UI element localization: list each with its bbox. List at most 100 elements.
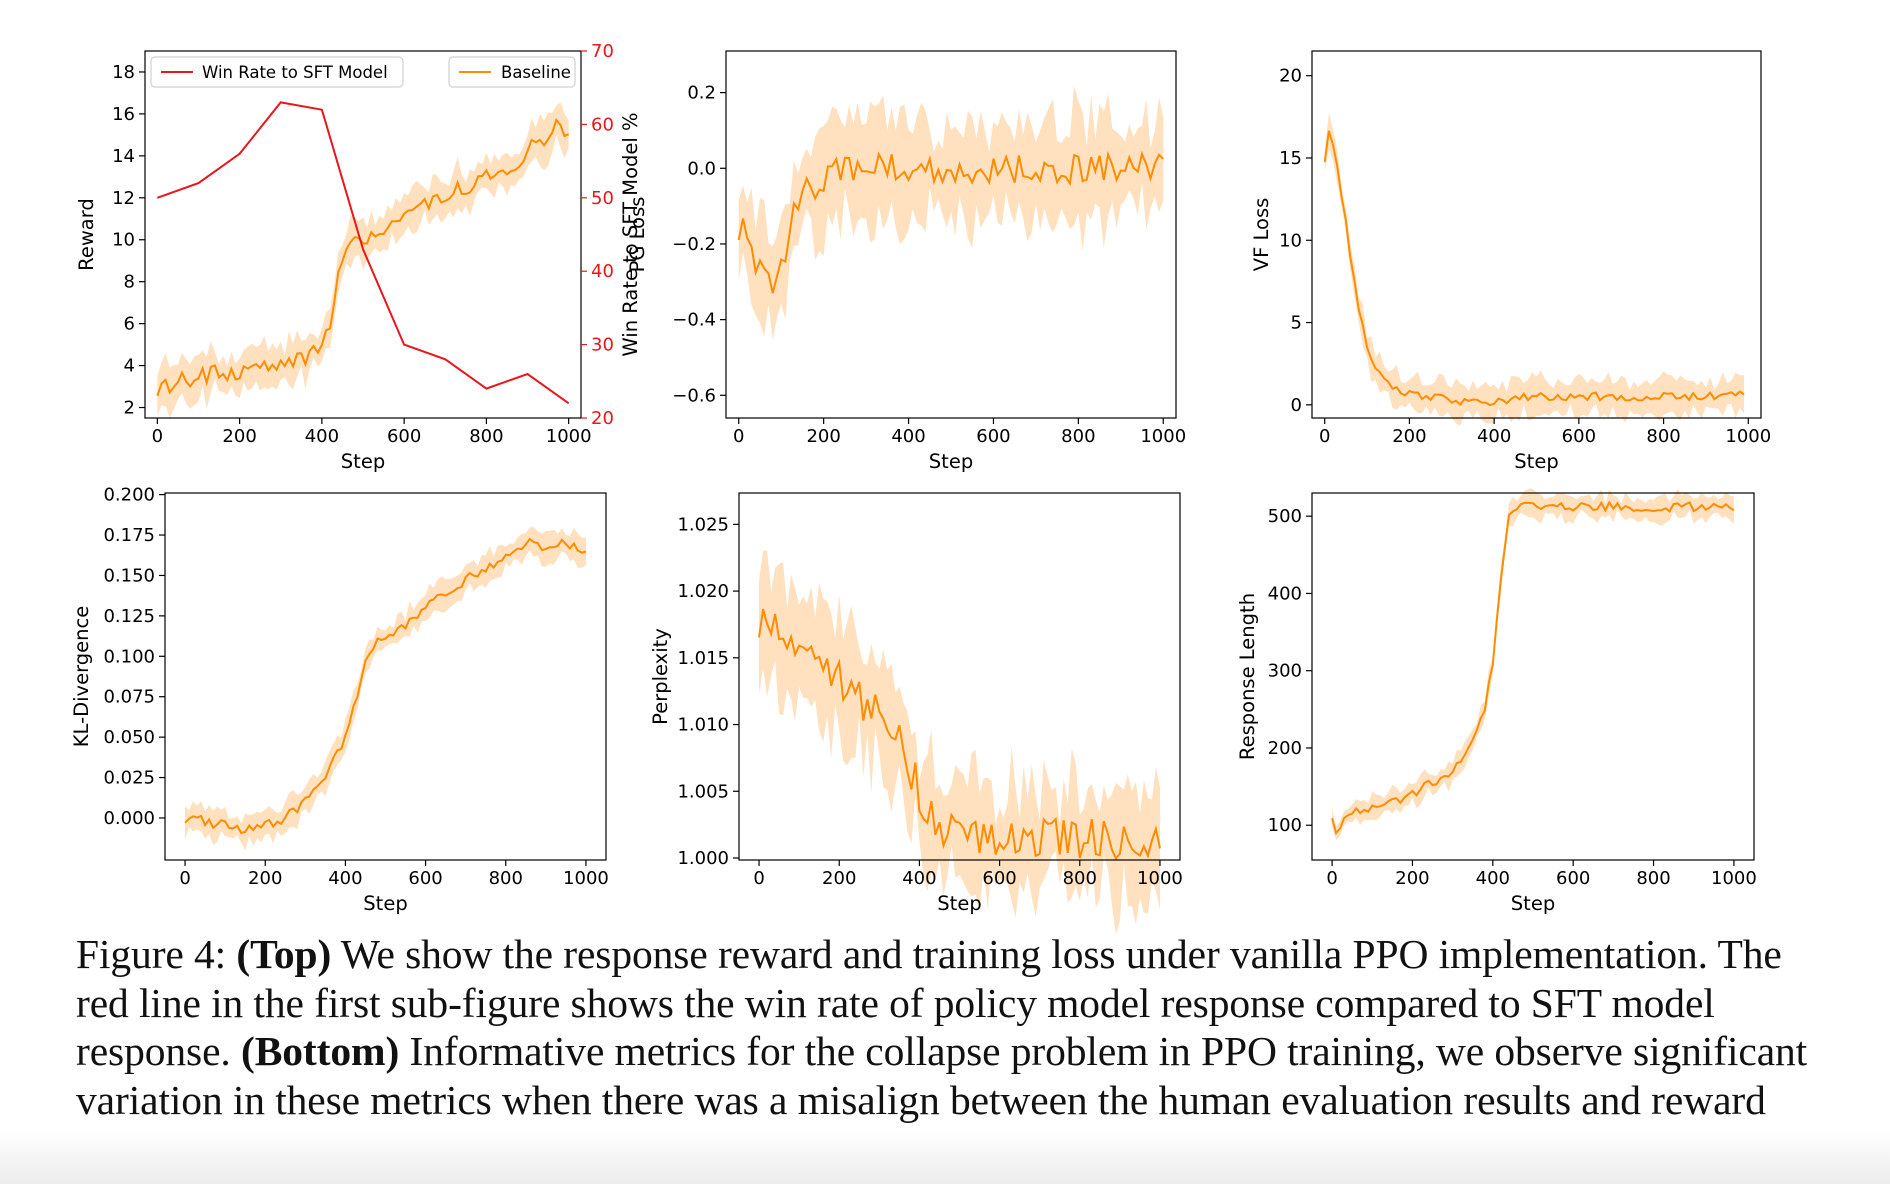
line-win-rate (156, 101, 570, 405)
chart-kl-divergence: 0 200 400 600 800 1000 0.000 0.025 0.050 0.075 0.1… (70, 485, 609, 915)
y-tick-label: 1.020 (677, 581, 729, 602)
x-tick-label: 200 (1392, 426, 1426, 447)
y-tick-label: 5 (1291, 313, 1302, 334)
x-tick-label: 0 (733, 426, 744, 447)
x-axis-label: Step (1511, 892, 1555, 915)
caption-label: Figure 4: (76, 931, 227, 977)
x-tick-label: 0 (753, 868, 764, 889)
chart-response-length: 0 200 400 600 800 1000 100 200 300 400 500 Step Resp… (1236, 488, 1757, 915)
band-baseline (157, 101, 569, 418)
line-baseline (737, 150, 1164, 294)
bottom-fade (0, 1130, 1890, 1184)
y-tick-label: 12 (112, 188, 135, 209)
band-baseline (759, 550, 1160, 935)
x-tick-label: 600 (1562, 426, 1596, 447)
x-tick-label: 800 (1061, 426, 1095, 447)
x-tick-label: 600 (976, 426, 1010, 447)
y-tick-label: 10 (112, 230, 135, 251)
x-tick-label: 600 (408, 868, 442, 889)
y-tick-label: 0.125 (103, 606, 155, 627)
y-tick-label: 0.0 (687, 158, 716, 179)
plot-frame (1311, 492, 1755, 861)
y-tick-label: 6 (124, 314, 135, 335)
x-tick-label: 1000 (1725, 426, 1771, 447)
x-tick-label: 600 (387, 426, 421, 447)
y2-tick-label: 70 (591, 41, 614, 62)
y-tick-label: 0.075 (103, 687, 155, 708)
line-baseline (1323, 130, 1745, 407)
chart-pg-loss: 0 200 400 600 800 1000 −0.6 −0.4 −0.2 0.0 0.2 Step P… (626, 50, 1186, 473)
x-tick-label: 200 (222, 426, 256, 447)
x-tick-label: 600 (1556, 868, 1590, 889)
y-tick-label: 0.100 (103, 646, 155, 667)
y-tick-label: 200 (1268, 738, 1302, 759)
band-baseline (1332, 488, 1734, 840)
y-axis-label: PG Loss (626, 197, 649, 273)
plot-frame (725, 50, 1177, 419)
band-baseline (185, 527, 586, 851)
figure-panels: 0 200 400 600 800 100024681012141618203040506… (70, 41, 1771, 935)
y-axis-label: KL-Divergence (70, 606, 93, 747)
band-baseline (1324, 112, 1745, 426)
x-tick-label: 0 (1319, 426, 1330, 447)
y-tick-label: 1.025 (677, 514, 729, 535)
x-tick-label: 0 (179, 868, 190, 889)
y-tick-label: 0.150 (103, 565, 155, 586)
x-tick-label: 1000 (563, 868, 609, 889)
x-tick-label: 0 (152, 426, 163, 447)
x-tick-label: 800 (1646, 426, 1680, 447)
y-axis-label: Reward (75, 198, 98, 271)
chart-vf-loss: 0 200 400 600 800 1000 0 5 10 15 20 Step VF Loss (1250, 50, 1771, 473)
chart-reward: 0 200 400 600 800 1000 2 4 6 8 10 12 14 16 18 20 30 40 50 6… (75, 41, 642, 473)
y2-tick-label: 20 (591, 408, 614, 429)
y-tick-label: 0.025 (103, 768, 155, 789)
legend-box-win-rate (150, 56, 404, 88)
y2-tick-label: 60 (591, 114, 614, 135)
x-tick-label: 0 (1326, 868, 1337, 889)
caption-top-bold: (Top) (236, 931, 332, 977)
y-tick-label: 0.2 (687, 83, 716, 104)
x-tick-label: 800 (469, 426, 503, 447)
y-axis-label: Response Length (1236, 593, 1259, 760)
chart-perplexity: 0 200 400 600 800 1000 1.000 1.005 1.010 1.015 1.0… (649, 492, 1183, 935)
x-tick-label: 400 (305, 426, 339, 447)
x-tick-label: 200 (1395, 868, 1429, 889)
x-tick-label: 200 (806, 426, 840, 447)
legend-box-baseline (448, 56, 576, 88)
x-axis-label: Step (937, 892, 981, 915)
y-axis-label: VF Loss (1250, 198, 1273, 272)
y2-axis-label: Win Rate to SFT Model % (619, 112, 642, 356)
y-tick-label: 8 (124, 272, 135, 293)
y-tick-label: 0.000 (103, 808, 155, 829)
y-tick-label: 10 (1279, 230, 1302, 251)
figure-caption: Figure 4: (Top) We show the response rew… (76, 930, 1836, 1173)
plot-frame (738, 492, 1181, 861)
legend-label-baseline: Baseline (501, 63, 571, 82)
x-tick-label: 200 (822, 868, 856, 889)
caption-part2: Informative metrics for the collapse pro… (76, 1028, 1808, 1171)
x-tick-label: 600 (982, 868, 1016, 889)
y-tick-label: 0.200 (103, 485, 155, 506)
y2-tick-label: 50 (591, 188, 614, 209)
y-tick-label: 18 (112, 62, 135, 83)
caption-bottom-bold: (Bottom) (240, 1028, 400, 1074)
y-tick-label: 0.050 (103, 727, 155, 748)
line-baseline (184, 537, 587, 835)
y-tick-label: 500 (1268, 506, 1302, 527)
y-tick-label: −0.4 (672, 310, 716, 331)
line-baseline (758, 608, 1161, 861)
plot-frame (144, 50, 582, 419)
y-tick-label: 400 (1268, 583, 1302, 604)
y-tick-label: 16 (112, 104, 135, 125)
x-tick-label: 800 (489, 868, 523, 889)
y-tick-label: 20 (1279, 66, 1302, 87)
x-tick-label: 1000 (1711, 868, 1757, 889)
x-tick-label: 800 (1636, 868, 1670, 889)
caption-part1: We show the response reward and training… (76, 931, 1782, 1074)
x-axis-label: Step (363, 892, 407, 915)
y-tick-label: 300 (1268, 661, 1302, 682)
y2-tick-label: 30 (591, 335, 614, 356)
y-tick-label: 1.000 (677, 848, 729, 869)
line-baseline (1331, 500, 1735, 836)
y-tick-label: 0.175 (103, 525, 155, 546)
